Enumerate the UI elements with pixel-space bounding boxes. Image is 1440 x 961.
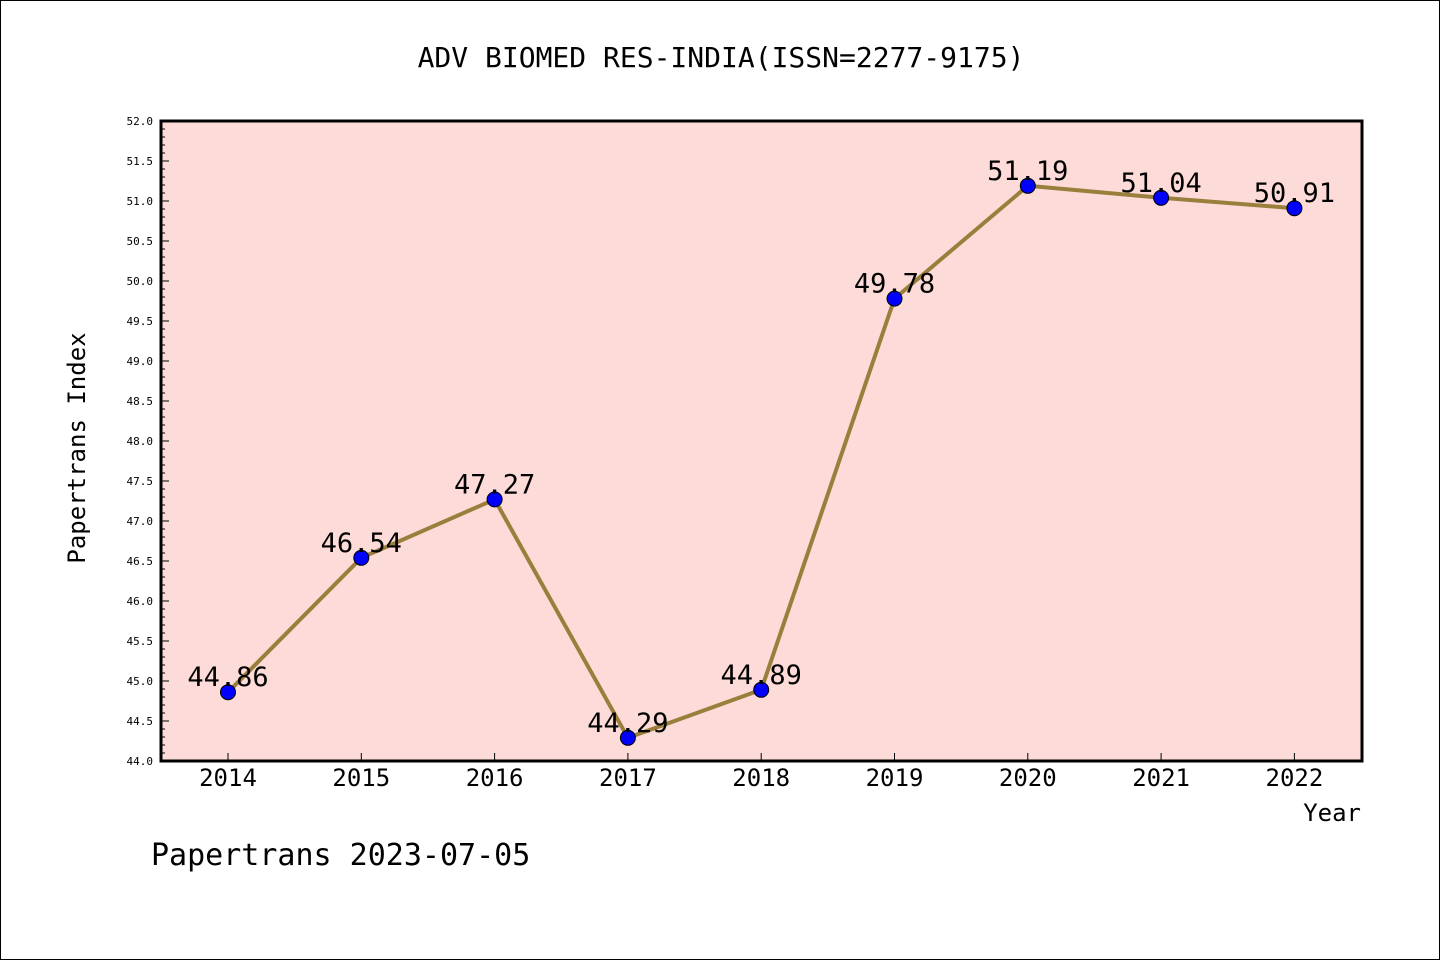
data-point xyxy=(353,549,370,566)
y-tick-label: 45.5 xyxy=(127,635,154,648)
y-tick-label: 48.5 xyxy=(127,395,154,408)
y-tick-label: 51.0 xyxy=(127,195,154,208)
data-point xyxy=(486,491,503,508)
data-point xyxy=(619,729,636,746)
y-tick-label: 51.5 xyxy=(127,155,154,168)
data-point xyxy=(1153,189,1170,206)
y-tick-label: 49.0 xyxy=(127,355,154,368)
y-tick-label: 44.0 xyxy=(127,755,154,768)
y-tick-label: 44.5 xyxy=(127,715,154,728)
data-label: 50.91 xyxy=(1254,178,1335,209)
data-label: 46.54 xyxy=(321,528,402,559)
y-axis-label: Papertrans Index xyxy=(63,332,91,563)
data-label: 51.04 xyxy=(1120,168,1201,199)
x-tick-label: 2020 xyxy=(999,764,1057,792)
y-tick-label: 48.0 xyxy=(127,435,154,448)
data-point xyxy=(886,290,903,307)
y-tick-label: 46.0 xyxy=(127,595,154,608)
x-tick-label: 2018 xyxy=(732,764,790,792)
data-label: 44.89 xyxy=(721,660,802,691)
y-tick-label: 49.5 xyxy=(127,315,154,328)
y-axis: 44.0 44.5 45.0 45.5 46.0 46.5 47.0 47.5 48.0 48.5… xyxy=(127,115,169,768)
data-point xyxy=(1019,177,1036,194)
x-tick-label: 2022 xyxy=(1266,764,1324,792)
x-tick-label: 2016 xyxy=(466,764,524,792)
data-label: 44.86 xyxy=(187,662,268,693)
data-label: 51.19 xyxy=(987,156,1068,187)
y-tick-label: 45.0 xyxy=(127,675,154,688)
data-point xyxy=(220,684,236,701)
y-tick-label: 50.0 xyxy=(127,275,154,288)
x-axis: 2014 2015 2016 2017 2018 2019 2020 2021 2022 xyxy=(199,753,1323,792)
data-label: 49.78 xyxy=(854,269,935,300)
y-tick-label: 47.0 xyxy=(127,515,154,528)
plot-area xyxy=(159,119,1364,763)
x-tick-label: 2021 xyxy=(1132,764,1190,792)
footer-date: Papertrans 2023-07-05 xyxy=(151,838,530,873)
y-tick-label: 47.5 xyxy=(127,475,154,488)
data-point xyxy=(1286,200,1303,217)
x-tick-label: 2019 xyxy=(866,764,924,792)
chart-title: ADV BIOMED RES-INDIA(ISSN=2277-9175) xyxy=(418,41,1025,74)
data-label: 44.29 xyxy=(587,708,668,739)
x-tick-label: 2015 xyxy=(332,764,390,792)
series xyxy=(220,177,1303,746)
x-axis-label: Year xyxy=(1303,799,1361,827)
y-tick-label: 52.0 xyxy=(127,115,154,128)
x-tick-label: 2014 xyxy=(199,764,257,792)
data-label: 47.27 xyxy=(454,469,535,500)
data-labels: 44.86 46.54 47.27 44.29 44.89 49.78 51.19 51.04… xyxy=(187,156,1335,739)
y-tick-label: 50.5 xyxy=(127,235,154,248)
x-tick-label: 2017 xyxy=(599,764,657,792)
y-tick-label: 46.5 xyxy=(127,555,154,568)
data-point xyxy=(753,681,770,698)
